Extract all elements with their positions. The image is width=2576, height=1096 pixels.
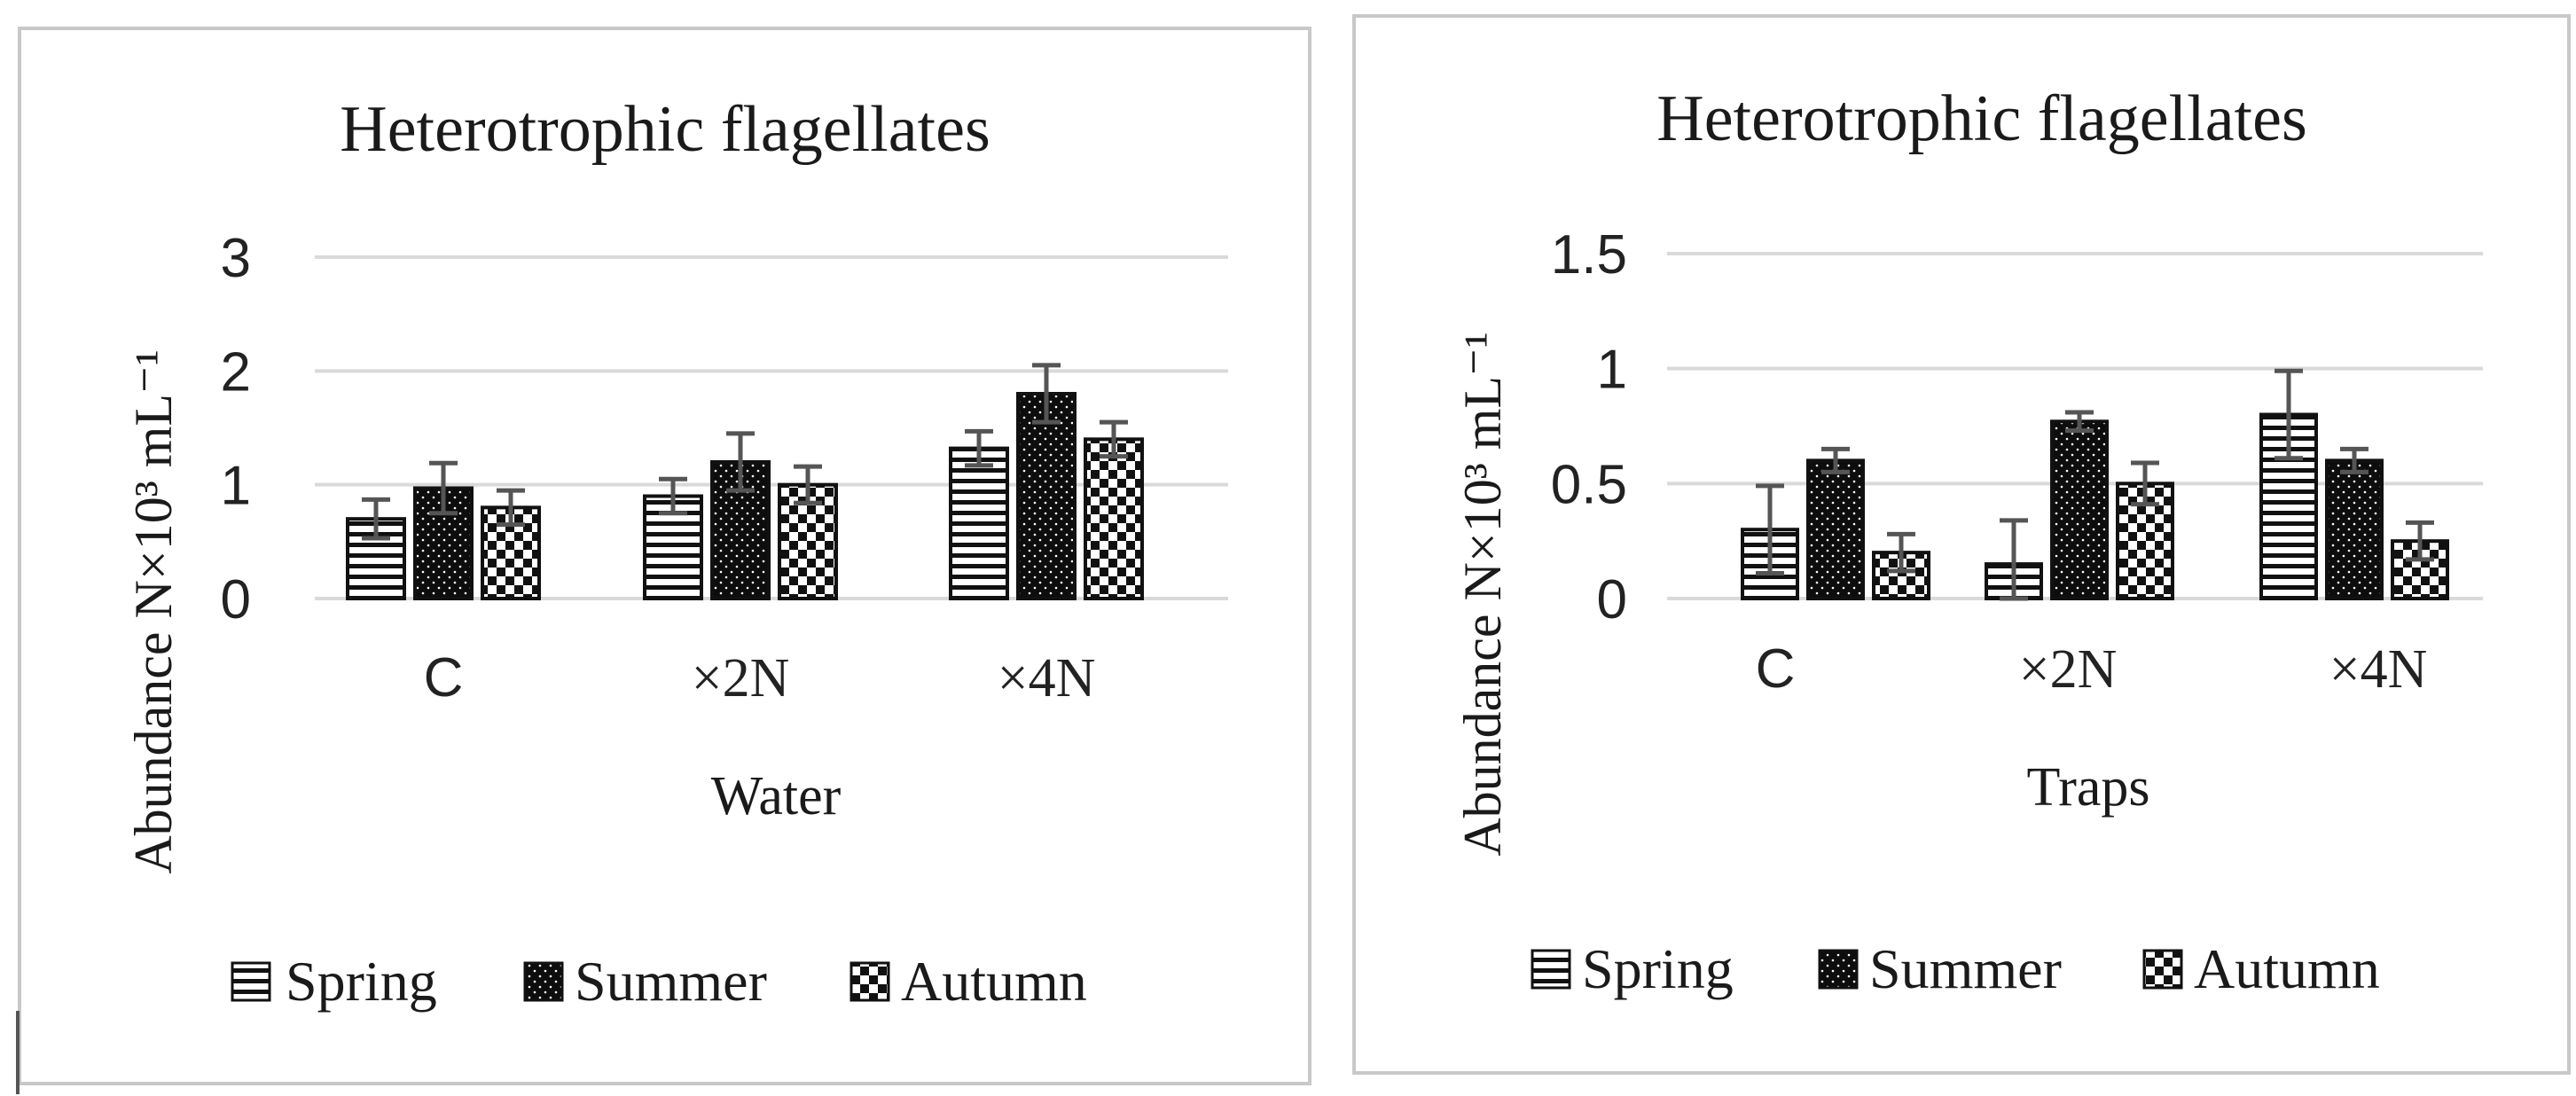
y-axis-label: Abundance N×10³ mL⁻¹	[1453, 332, 1512, 856]
legend-swatch-summer	[523, 961, 564, 1002]
bar-autumn	[1084, 437, 1144, 601]
error-bar	[362, 497, 390, 541]
y-tick-label: 1	[1597, 340, 1627, 401]
x-tick-label: ×4N	[2329, 639, 2428, 700]
error-bar	[1821, 446, 1850, 474]
y-tick-label: 1.5	[1551, 224, 1627, 286]
legend-label-summer: Summer	[575, 950, 767, 1013]
y-tick-label: 3	[221, 228, 251, 289]
y-tick-label: 1	[221, 456, 251, 517]
x-tick-label: ×2N	[692, 648, 790, 708]
legend-swatch-spring	[1531, 949, 1571, 990]
error-bar	[429, 460, 458, 516]
chart-panel-traps: Heterotrophic flagellates 0 0.5 1 1.5 C ×2N…	[1352, 14, 2571, 1075]
error-bar	[2131, 460, 2159, 507]
chart-title: Heterotrophic flagellates	[340, 93, 990, 166]
error-bar	[1100, 419, 1128, 459]
error-bar	[2340, 446, 2369, 474]
y-axis-label: Abundance N×10³ mL⁻¹	[124, 349, 183, 873]
error-bar	[2000, 518, 2028, 601]
bars	[1741, 412, 2449, 601]
y-tick-labels: 0 1 2 3	[221, 228, 251, 630]
chart-title: Heterotrophic flagellates	[1656, 82, 2307, 155]
legend-swatch-autumn	[850, 961, 890, 1002]
error-bar	[2065, 410, 2094, 434]
legend-label-spring: Spring	[1582, 937, 1734, 1000]
legend-swatch-autumn	[2142, 949, 2183, 990]
error-bar	[1756, 483, 1784, 575]
x-axis-label: Water	[711, 766, 842, 826]
error-bars	[1756, 368, 2434, 601]
y-tick-labels: 0 0.5 1 1.5	[1551, 224, 1627, 630]
bar-summer	[2050, 419, 2109, 600]
x-axis-label: Traps	[2027, 757, 2150, 818]
x-tick-labels: C ×2N ×4N	[424, 647, 1096, 708]
x-tick-label: C	[424, 647, 464, 708]
bar-summer	[1806, 458, 1865, 601]
error-bars	[362, 363, 1128, 541]
error-bar	[659, 476, 687, 516]
x-tick-label: ×2N	[2019, 639, 2118, 700]
legend: Spring Summer Autumn	[231, 950, 1087, 1013]
error-bar	[726, 431, 755, 493]
error-bar	[1032, 363, 1061, 425]
y-tick-label: 2	[221, 341, 251, 403]
x-tick-label: ×4N	[998, 648, 1096, 708]
error-bar	[497, 488, 525, 528]
y-tick-label: 0	[1597, 569, 1627, 630]
y-tick-label: 0	[221, 569, 251, 630]
legend-label-autumn: Autumn	[901, 950, 1087, 1013]
legend: Spring Summer Autumn	[1531, 937, 2380, 1000]
error-bar	[2406, 520, 2434, 562]
y-tick-label: 0.5	[1551, 454, 1627, 515]
panel-border	[1352, 14, 2571, 1075]
error-bar	[2275, 368, 2303, 461]
error-bar	[1887, 531, 1915, 574]
error-bar	[965, 428, 993, 468]
chart-panel-water: Heterotrophic flagellates 0 1 2 3 C ×2N ×4N…	[16, 27, 1311, 1094]
legend-label-autumn: Autumn	[2194, 937, 2380, 1000]
bar-summer	[1016, 392, 1077, 600]
panel-border	[18, 27, 1311, 1085]
bar-summer	[2325, 458, 2384, 601]
x-tick-label: C	[1756, 638, 1796, 700]
legend-swatch-summer	[1818, 949, 1859, 990]
bar-spring	[949, 446, 1009, 600]
x-tick-labels: C ×2N ×4N	[1756, 638, 2428, 700]
error-bar	[794, 464, 822, 505]
bars	[346, 392, 1144, 601]
legend-label-summer: Summer	[1869, 937, 2062, 1000]
legend-label-spring: Spring	[286, 950, 437, 1013]
legend-swatch-spring	[231, 961, 271, 1002]
